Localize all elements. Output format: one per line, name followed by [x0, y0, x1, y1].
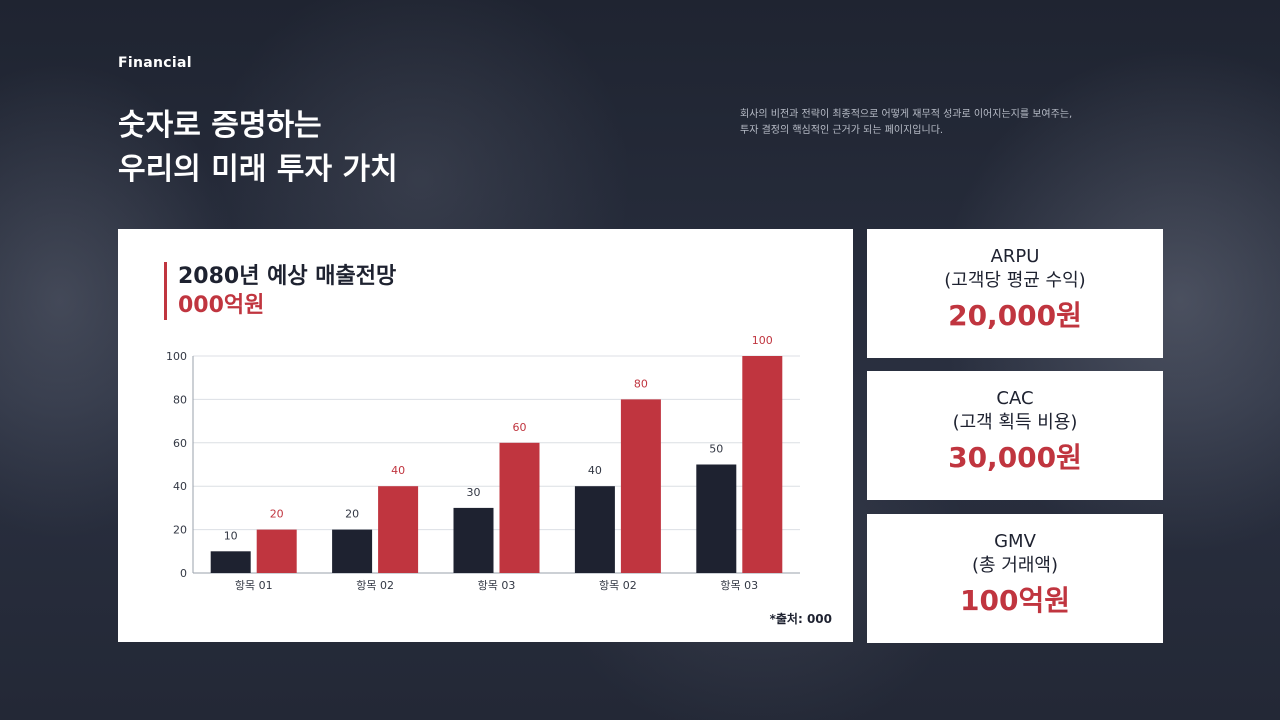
kpi-card-gmv: GMV (총 거래액) 100억원 — [867, 514, 1163, 643]
y-tick-label: 40 — [173, 480, 187, 493]
kpi-name: GMV — [994, 531, 1036, 552]
chart-heading: 2080년 예상 매출전망 000억원 — [164, 262, 396, 320]
kpi-description: (고객 획득 비용) — [952, 412, 1078, 433]
y-tick-label: 0 — [180, 567, 187, 580]
data-label: 100 — [752, 334, 773, 347]
chart-subtitle: 000억원 — [178, 293, 265, 318]
section-label: Financial — [118, 55, 192, 71]
page-title-line-2: 우리의 미래 투자 가치 — [118, 152, 398, 187]
page-title-line-1: 숫자로 증명하는 — [118, 108, 322, 143]
kpi-card-cac: CAC (고객 획득 비용) 30,000원 — [867, 371, 1163, 500]
y-tick-label: 60 — [173, 437, 187, 450]
revenue-chart-card: 2080년 예상 매출전망 000억원 0 20 40 60 80 100 10 20 항목 0… — [118, 229, 853, 642]
bar — [256, 529, 297, 573]
data-label: 50 — [709, 443, 723, 456]
chart-title: 2080년 예상 매출전망 — [178, 264, 397, 289]
y-tick-label: 100 — [166, 350, 187, 363]
x-tick-label: 항목 02 — [599, 579, 637, 592]
data-label: 60 — [513, 421, 527, 434]
page-title: 숫자로 증명하는 우리의 미래 투자 가치 — [118, 104, 398, 192]
y-tick-label: 20 — [173, 524, 187, 537]
x-tick-label: 항목 01 — [235, 579, 273, 592]
data-label: 20 — [270, 508, 284, 521]
kpi-name: CAC — [996, 388, 1034, 409]
data-label: 40 — [391, 464, 405, 477]
intro-text: 회사의 비전과 전략이 최종적으로 어떻게 재무적 성과로 이어지는지를 보여주… — [740, 107, 1120, 139]
data-label: 10 — [224, 529, 238, 542]
x-tick-label: 항목 02 — [356, 579, 394, 592]
bar — [742, 356, 783, 573]
kpi-description: (총 거래액) — [971, 555, 1058, 576]
bar — [332, 529, 373, 573]
kpi-value: 100억원 — [960, 584, 1070, 617]
bar — [620, 399, 661, 573]
y-tick-label: 80 — [173, 393, 187, 406]
data-label: 20 — [345, 508, 359, 521]
bar — [499, 442, 540, 573]
bar — [696, 464, 737, 573]
x-tick-label: 항목 03 — [478, 579, 516, 592]
x-tick-label: 항목 03 — [720, 579, 758, 592]
intro-line-2: 투자 결정의 핵심적인 근거가 되는 페이지입니다. — [740, 125, 944, 136]
chart-source: *출처: 000 — [769, 612, 832, 626]
kpi-value: 30,000원 — [948, 441, 1082, 474]
revenue-bar-chart: 0 20 40 60 80 100 10 20 항목 01 20 40 항목 02 30 60 항목 03 4… — [166, 334, 800, 592]
data-label: 30 — [467, 486, 481, 499]
intro-line-1: 회사의 비전과 전략이 최종적으로 어떻게 재무적 성과로 이어지는지를 보여주… — [740, 109, 1073, 120]
bar — [453, 507, 494, 573]
kpi-value: 20,000원 — [948, 299, 1082, 332]
kpi-name: ARPU — [990, 246, 1040, 267]
bar — [378, 486, 419, 573]
kpi-card-arpu: ARPU (고객당 평균 수익) 20,000원 — [867, 229, 1163, 358]
kpi-description: (고객당 평균 수익) — [944, 270, 1086, 291]
bar — [210, 551, 251, 573]
bar — [574, 486, 615, 573]
data-label: 40 — [588, 464, 602, 477]
data-label: 80 — [634, 377, 648, 390]
